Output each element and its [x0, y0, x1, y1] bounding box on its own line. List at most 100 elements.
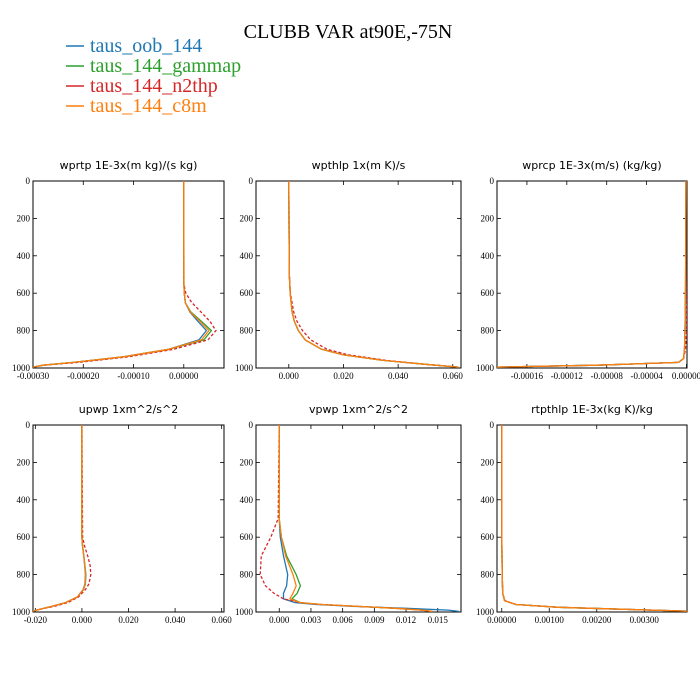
x-tick-label: 0.015: [428, 615, 449, 625]
y-tick-label: 200: [17, 213, 31, 223]
series-group: [501, 425, 687, 612]
series-line-taus_144_n2thp: [288, 181, 459, 368]
y-tick-label: 800: [240, 570, 254, 580]
x-tick-label: 0.012: [396, 615, 416, 625]
y-tick-label: 400: [481, 495, 495, 505]
panel-3: wprcp 1E-3x(m/s) (kg/kg) 0 200 400 600 800 100…: [476, 159, 700, 381]
legend-label-taus_144_gammap: taus_144_gammap: [90, 55, 241, 77]
panel-2: wpthlp 1x(m K)/s 0 200 400 600 800 1000 0.000 0.…: [235, 159, 463, 381]
y-tick-label: 600: [17, 288, 31, 298]
y-tick-label: 400: [240, 251, 254, 261]
panel-title: wprcp 1E-3x(m/s) (kg/kg): [522, 159, 661, 172]
x-tick-label: 0.00100: [535, 615, 565, 625]
y-tick-label: 0: [490, 420, 495, 430]
series-line-taus_oob_144: [501, 425, 687, 612]
series-line-taus_144_n2thp: [501, 425, 687, 612]
legend-label-taus_144_c8m: taus_144_c8m: [90, 95, 207, 117]
series-line-taus_oob_144: [33, 425, 87, 612]
panel-title: vpwp 1xm^2/s^2: [309, 403, 408, 416]
x-tick-label: -0.00004: [630, 371, 663, 381]
x-tick-label: 0.003: [301, 615, 322, 625]
x-tick-label: 0.009: [364, 615, 385, 625]
series-group: [33, 425, 92, 612]
y-tick-label: 1000: [476, 607, 495, 617]
series-line-taus_144_c8m: [33, 425, 87, 612]
x-tick-label: 0.040: [388, 371, 409, 381]
x-tick-label: 0.006: [333, 615, 354, 625]
series-line-taus_144_n2thp: [33, 181, 217, 368]
y-tick-label: 1000: [235, 607, 254, 617]
panels: wprtp 1E-3x(m kg)/(s kg) 0 200 400 600 800 100…: [12, 159, 700, 625]
panel-title: rtpthlp 1E-3x(kg K)/kg: [531, 403, 653, 416]
x-tick-label: 0.000: [269, 615, 290, 625]
series-line-taus_144_c8m: [501, 425, 687, 612]
series-line-taus_144_c8m: [288, 181, 459, 368]
plot-frame: [255, 424, 462, 613]
y-tick-label: 0: [249, 420, 254, 430]
x-tick-label: 0.020: [333, 371, 354, 381]
y-tick-label: 200: [240, 457, 254, 467]
x-tick-label: -0.00020: [67, 371, 100, 381]
y-tick-label: 800: [481, 326, 495, 336]
series-line-taus_oob_144: [278, 425, 459, 612]
series-group: [288, 181, 459, 368]
series-line-taus_oob_144: [33, 181, 208, 368]
plot-frame: [32, 180, 225, 369]
series-line-taus_144_n2thp: [497, 181, 687, 368]
series-line-taus_144_gammap: [501, 425, 687, 612]
series-line-taus_144_gammap: [288, 181, 459, 368]
y-tick-label: 0: [249, 176, 254, 186]
y-tick-label: 200: [17, 457, 31, 467]
x-tick-label: 0.000: [72, 615, 93, 625]
legend: taus_oob_144taus_144_gammaptaus_144_n2th…: [66, 35, 241, 117]
panel-6: rtpthlp 1E-3x(kg K)/kg020040060080010000…: [476, 403, 688, 625]
x-tick-label: -0.00012: [551, 371, 583, 381]
panel-1: wprtp 1E-3x(m kg)/(s kg) 0 200 400 600 800 100…: [12, 159, 225, 381]
x-tick-label: -0.00016: [511, 371, 544, 381]
plot-frame: [255, 180, 462, 369]
panel-4: upwp 1xm^2/s^2 0 200 400 600 800 1000-0.020 0.0…: [12, 403, 232, 625]
y-tick-label: 1000: [235, 363, 254, 373]
y-tick-label: 1000: [12, 363, 31, 373]
legend-label-taus_oob_144: taus_oob_144: [90, 35, 202, 57]
panel-title: upwp 1xm^2/s^2: [79, 403, 179, 416]
x-tick-label: 0.020: [118, 615, 139, 625]
plot-frame: [496, 180, 688, 369]
series-line-taus_144_gammap: [33, 425, 87, 612]
x-tick-label: 0.060: [443, 371, 464, 381]
panel-title: wpthlp 1x(m K)/s: [312, 159, 406, 172]
x-tick-label: 0.00000: [487, 615, 517, 625]
x-tick-label: 0.060: [212, 615, 233, 625]
y-tick-label: 1000: [476, 363, 495, 373]
series-line-taus_144_n2thp: [33, 425, 92, 612]
y-tick-label: 800: [240, 326, 254, 336]
series-line-taus_144_c8m: [497, 181, 687, 368]
plot-frame: [496, 424, 688, 613]
x-tick-label: 0.00200: [582, 615, 612, 625]
y-tick-label: 1000: [12, 607, 31, 617]
legend-label-taus_144_n2thp: taus_144_n2thp: [90, 75, 218, 97]
x-tick-label: -0.00030: [17, 371, 50, 381]
series-line-taus_144_gammap: [278, 425, 433, 612]
x-tick-label: 0.00300: [630, 615, 660, 625]
series-line-taus_oob_144: [497, 181, 687, 368]
series-line-taus_144_gammap: [497, 181, 687, 368]
series-group: [33, 181, 217, 368]
series-line-taus_oob_144: [288, 181, 459, 368]
panel-title: wprtp 1E-3x(m kg)/(s kg): [60, 159, 198, 172]
series-line-taus_144_c8m: [33, 181, 210, 368]
x-tick-label: 0.000: [279, 371, 300, 381]
x-tick-label: -0.00010: [117, 371, 150, 381]
y-tick-label: 600: [481, 288, 495, 298]
x-tick-label: -0.020: [24, 615, 48, 625]
y-tick-label: 400: [481, 251, 495, 261]
y-tick-label: 600: [240, 532, 254, 542]
series-group: [259, 425, 459, 612]
x-tick-label: -0.00008: [591, 371, 624, 381]
y-tick-label: 0: [26, 420, 31, 430]
y-tick-label: 400: [17, 251, 31, 261]
figure-title: CLUBB VAR at90E,-75N: [244, 21, 453, 43]
y-tick-label: 200: [240, 213, 254, 223]
y-tick-label: 800: [17, 570, 31, 580]
x-tick-label: 0.040: [165, 615, 186, 625]
